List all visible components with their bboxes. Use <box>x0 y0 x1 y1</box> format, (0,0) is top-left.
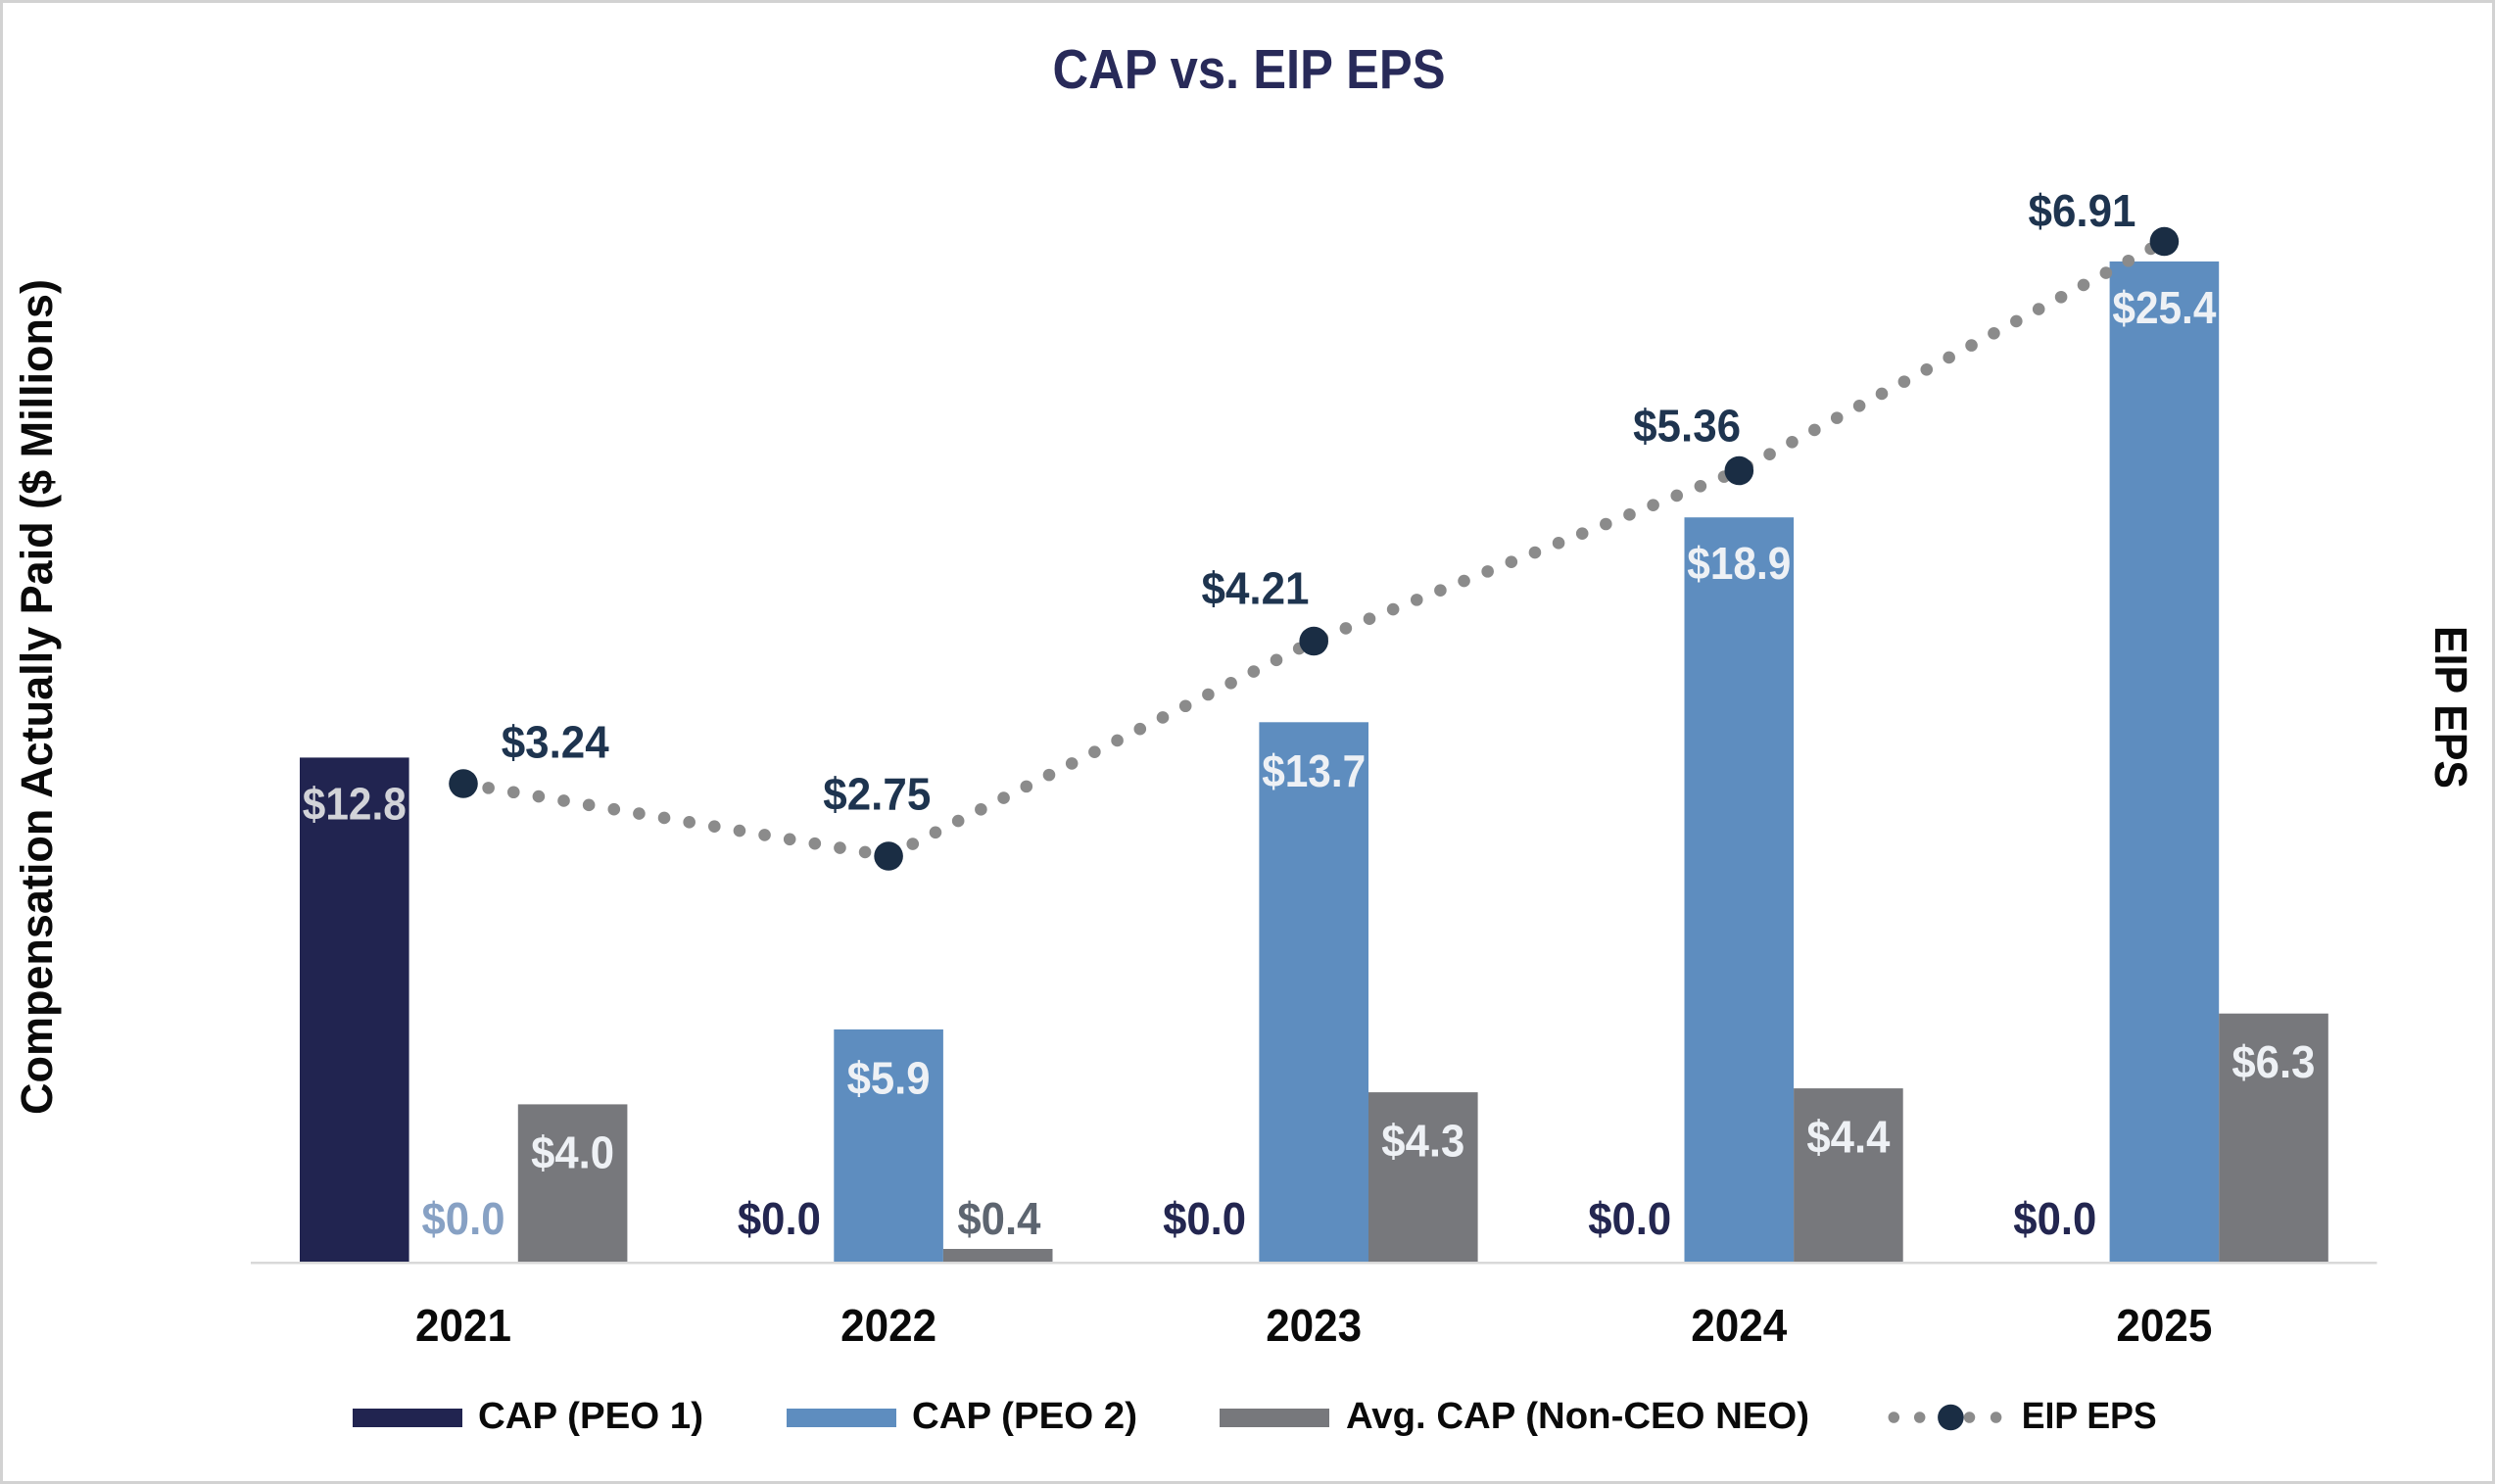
svg-text:$6.3: $6.3 <box>2231 1036 2315 1087</box>
svg-text:$12.8: $12.8 <box>303 778 407 829</box>
svg-text:2025: 2025 <box>2116 1300 2212 1351</box>
svg-text:2023: 2023 <box>1266 1300 1362 1351</box>
svg-text:$4.0: $4.0 <box>531 1127 614 1178</box>
svg-text:$0.4: $0.4 <box>957 1193 1040 1244</box>
svg-text:$2.75: $2.75 <box>823 768 931 819</box>
svg-text:$0.0: $0.0 <box>738 1193 821 1244</box>
svg-text:CAP (PEO 2): CAP (PEO 2) <box>912 1396 1137 1437</box>
svg-text:$0.0: $0.0 <box>422 1193 505 1244</box>
svg-text:CAP vs. EIP EPS: CAP vs. EIP EPS <box>1053 38 1446 101</box>
svg-text:2024: 2024 <box>1691 1300 1787 1351</box>
svg-text:$6.91: $6.91 <box>2029 185 2136 236</box>
svg-text:EIP EPS: EIP EPS <box>2022 1396 2157 1437</box>
svg-text:$25.4: $25.4 <box>2112 282 2216 333</box>
svg-text:$13.7: $13.7 <box>1262 745 1366 796</box>
svg-text:2022: 2022 <box>840 1300 936 1351</box>
svg-text:$18.9: $18.9 <box>1687 538 1791 589</box>
svg-text:$4.3: $4.3 <box>1381 1116 1464 1167</box>
svg-text:$0.0: $0.0 <box>1163 1193 1246 1244</box>
svg-text:$3.24: $3.24 <box>502 717 609 768</box>
svg-text:$5.9: $5.9 <box>847 1052 931 1103</box>
svg-text:CAP (PEO 1): CAP (PEO 1) <box>478 1396 703 1437</box>
svg-text:$0.0: $0.0 <box>1588 1193 1671 1244</box>
svg-text:Compensation Actually Paid ($: Compensation Actually Paid ($ Millions) <box>12 279 62 1115</box>
svg-text:EIP EPS: EIP EPS <box>2425 626 2476 789</box>
svg-text:$4.21: $4.21 <box>1202 562 1310 613</box>
svg-text:$5.36: $5.36 <box>1633 401 1741 452</box>
svg-text:2021: 2021 <box>415 1300 511 1351</box>
svg-text:$4.4: $4.4 <box>1806 1112 1890 1163</box>
svg-text:Avg. CAP (Non-CEO NEO): Avg. CAP (Non-CEO NEO) <box>1346 1396 1809 1437</box>
svg-text:$0.0: $0.0 <box>2013 1193 2096 1244</box>
